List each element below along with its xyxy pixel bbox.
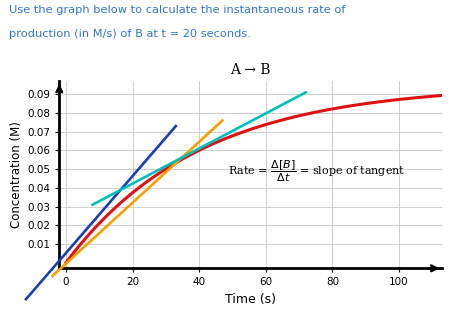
Text: Rate = $\dfrac{\Delta[B]}{\Delta t}$ = slope of tangent: Rate = $\dfrac{\Delta[B]}{\Delta t}$ = s… — [228, 158, 404, 184]
Text: Use the graph below to calculate the instantaneous rate of: Use the graph below to calculate the ins… — [9, 5, 345, 15]
X-axis label: Time (s): Time (s) — [225, 293, 276, 306]
Title: A → B: A → B — [230, 63, 270, 77]
Text: production (in M/s) of B at t = 20 seconds.: production (in M/s) of B at t = 20 secon… — [9, 29, 250, 39]
Y-axis label: Concentration (M): Concentration (M) — [10, 121, 23, 228]
